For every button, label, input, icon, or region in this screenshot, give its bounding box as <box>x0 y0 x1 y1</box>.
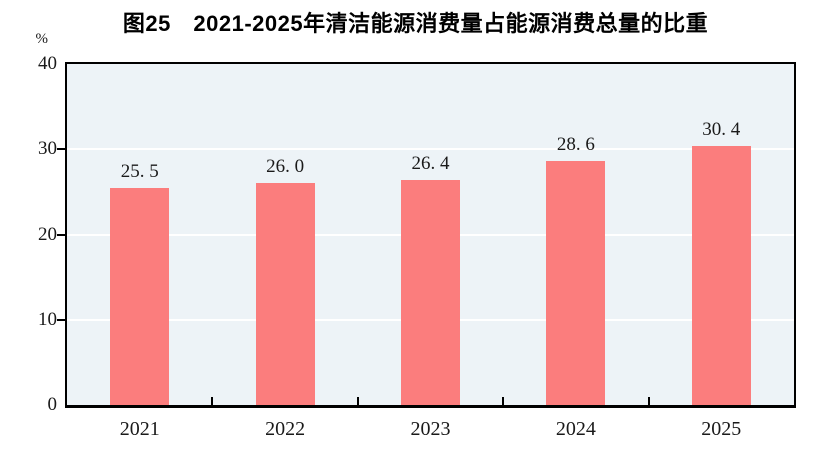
bar-value-label-2022: 26. 0 <box>266 156 305 178</box>
x-axis-boundary-tick <box>502 397 505 405</box>
bar-value-label-2025: 30. 4 <box>702 118 741 140</box>
y-tick-label-10: 10 <box>38 308 57 330</box>
bar-2023 <box>401 179 460 405</box>
y-tick-label-0: 0 <box>47 394 58 415</box>
y-tick-label-20: 20 <box>38 223 57 245</box>
bar-value-label-2021: 25. 5 <box>120 160 159 182</box>
x-tick-label-2024: 2024 <box>555 418 596 440</box>
bar-2021 <box>110 187 170 405</box>
x-tick-label-2022: 2022 <box>265 418 306 440</box>
gridline-30 <box>67 148 794 151</box>
bar-value-label-2024: 28. 6 <box>556 134 595 156</box>
x-tick-label-2025: 2025 <box>701 418 742 440</box>
y-tick-10 <box>57 318 65 321</box>
bar-value-label-2023: 26. 4 <box>411 152 450 174</box>
y-axis-unit-label: % <box>35 31 49 47</box>
y-tick-label-40: 40 <box>38 53 57 74</box>
plot-area <box>65 62 796 408</box>
x-axis-boundary-tick <box>356 397 359 405</box>
y-tick-label-30: 30 <box>38 138 57 160</box>
bar-2025 <box>691 145 751 405</box>
chart-title: 图25 2021-2025年清洁能源消费量占能源消费总量的比重 <box>122 11 709 36</box>
x-tick-label-2021: 2021 <box>119 418 160 440</box>
x-axis-boundary-tick <box>647 397 650 405</box>
bar-2022 <box>255 183 315 405</box>
bar-2024 <box>546 161 606 405</box>
x-tick-label-2023: 2023 <box>410 418 451 440</box>
y-tick-30 <box>57 148 65 151</box>
x-axis-boundary-tick <box>211 397 214 405</box>
y-tick-20 <box>57 233 65 236</box>
